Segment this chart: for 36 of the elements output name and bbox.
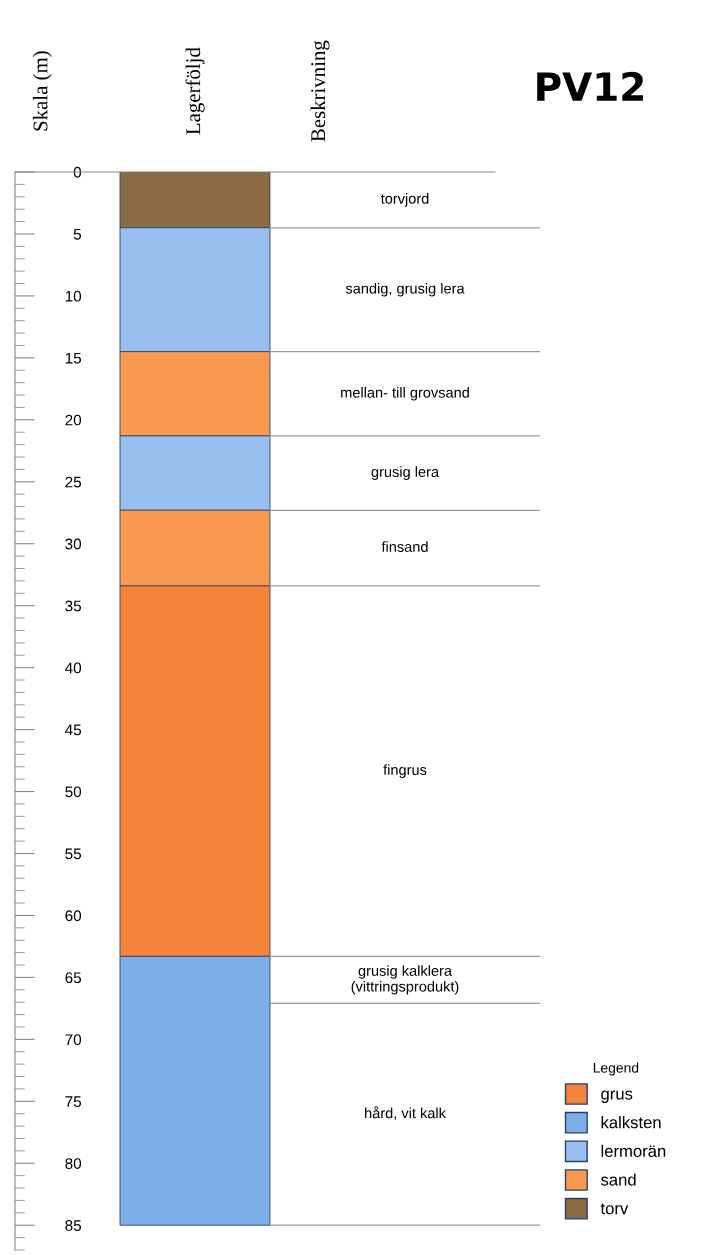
annotation: torvjord [380,193,429,207]
y-tick-label: 60 [65,910,82,922]
annotation: finsand [381,541,428,552]
y-tick-label: 0 [73,166,82,178]
legend-label: sand [600,1173,636,1186]
legend-label: torv [600,1203,629,1215]
y-tick-label: 20 [65,414,82,426]
y-tick-label: 55 [65,848,82,860]
annotation: fingrus [383,764,427,778]
y-tick-label: 30 [65,538,82,550]
y-tick-label: 75 [65,1096,82,1107]
y-tick-label: 5 [73,228,82,240]
y-tick-label: 65 [65,972,82,984]
text: Lagerföljd [185,47,205,135]
legend-label: grus [601,1090,633,1103]
y-tick-label: 25 [65,476,82,488]
y-tick-label: 10 [65,290,82,302]
annotation: grusig lera [371,466,440,480]
annotation: hård, vit kalk [365,1106,446,1120]
annotation: mellan- till grovsand [341,387,469,401]
y-tick-label: 45 [65,724,82,736]
annotation: grusig kalklera (vittringsprodukt) [351,965,459,995]
text: Beskrivning [310,40,330,142]
y-tick-label: 85 [65,1220,82,1231]
y-tick-label: 40 [65,662,82,674]
y-axis-title: Skala (m) [32,51,52,131]
y-tick-label: 80 [65,1158,82,1169]
y-tick-label: 70 [65,1034,82,1046]
y-tick-label: 50 [65,786,82,798]
legend-label: kalksten [601,1116,661,1129]
y-tick-label: 15 [65,352,82,364]
y-tick-label: 35 [65,600,82,612]
annotation: sandig, grusig lera [345,282,465,297]
text: PV12 [537,71,643,101]
legend-label: lermorän [601,1144,666,1157]
legend-title: Legend [593,1062,639,1076]
